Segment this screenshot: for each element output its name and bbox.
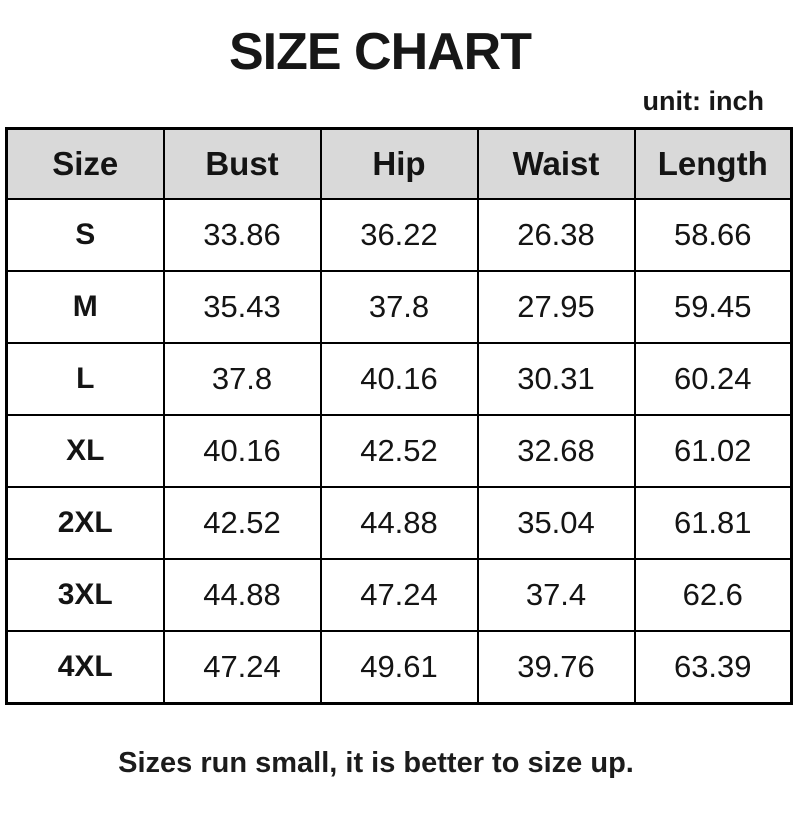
measurement-value: 36.22 — [319, 198, 479, 272]
measurement-value: 47.24 — [162, 630, 322, 704]
size-label: 2XL — [5, 486, 165, 560]
footer-note: Sizes run small, it is better to size up… — [118, 746, 634, 779]
column-header: Size — [5, 127, 165, 200]
measurement-value: 26.38 — [476, 198, 636, 272]
table-row: M 35.43 37.8 27.95 59.45 — [5, 270, 793, 344]
size-label: S — [5, 198, 165, 272]
table-row: S 33.86 36.22 26.38 58.66 — [5, 198, 793, 272]
table-row: L 37.8 40.16 30.31 60.24 — [5, 342, 793, 416]
column-header: Hip — [319, 127, 479, 200]
measurement-value: 32.68 — [476, 414, 636, 488]
size-label: 4XL — [5, 630, 165, 704]
measurement-value: 27.95 — [476, 270, 636, 344]
column-header: Length — [633, 127, 793, 200]
measurement-value: 61.81 — [633, 486, 793, 560]
measurement-value: 60.24 — [633, 342, 793, 416]
measurement-value: 59.45 — [633, 270, 793, 344]
measurement-value: 42.52 — [319, 414, 479, 488]
size-table: Size Bust Hip Waist Length S 33.86 36.22 26.38 5… — [5, 127, 793, 705]
measurement-value: 63.39 — [633, 630, 793, 704]
measurement-value: 42.52 — [162, 486, 322, 560]
size-chart-page: SIZE CHART unit: inch Size Bust Hip Waist Le… — [0, 26, 800, 826]
table-body: S 33.86 36.22 26.38 58.66 M 35.43 37.8 27.95 59.4… — [5, 198, 793, 704]
measurement-value: 61.02 — [633, 414, 793, 488]
measurement-value: 33.86 — [162, 198, 322, 272]
size-label: XL — [5, 414, 165, 488]
measurement-value: 39.76 — [476, 630, 636, 704]
table-row: 3XL 44.88 47.24 37.4 62.6 — [5, 558, 793, 632]
measurement-value: 37.8 — [162, 342, 322, 416]
measurement-value: 62.6 — [633, 558, 793, 632]
unit-label: unit: inch — [642, 86, 764, 116]
measurement-value: 49.61 — [319, 630, 479, 704]
table-row: 2XL 42.52 44.88 35.04 61.81 — [5, 486, 793, 560]
size-label: L — [5, 342, 165, 416]
column-header: Bust — [162, 127, 322, 200]
measurement-value: 40.16 — [162, 414, 322, 488]
measurement-value: 44.88 — [162, 558, 322, 632]
measurement-value: 37.4 — [476, 558, 636, 632]
measurement-value: 44.88 — [319, 486, 479, 560]
measurement-value: 47.24 — [319, 558, 479, 632]
table-header-row: Size Bust Hip Waist Length — [5, 127, 793, 200]
size-label: M — [5, 270, 165, 344]
measurement-value: 35.43 — [162, 270, 322, 344]
measurement-value: 35.04 — [476, 486, 636, 560]
measurement-value: 37.8 — [319, 270, 479, 344]
measurement-value: 58.66 — [633, 198, 793, 272]
column-header: Waist — [476, 127, 636, 200]
page-title: SIZE CHART — [229, 23, 532, 81]
measurement-value: 30.31 — [476, 342, 636, 416]
table-row: 4XL 47.24 49.61 39.76 63.39 — [5, 630, 793, 704]
size-label: 3XL — [5, 558, 165, 632]
measurement-value: 40.16 — [319, 342, 479, 416]
table-row: XL 40.16 42.52 32.68 61.02 — [5, 414, 793, 488]
